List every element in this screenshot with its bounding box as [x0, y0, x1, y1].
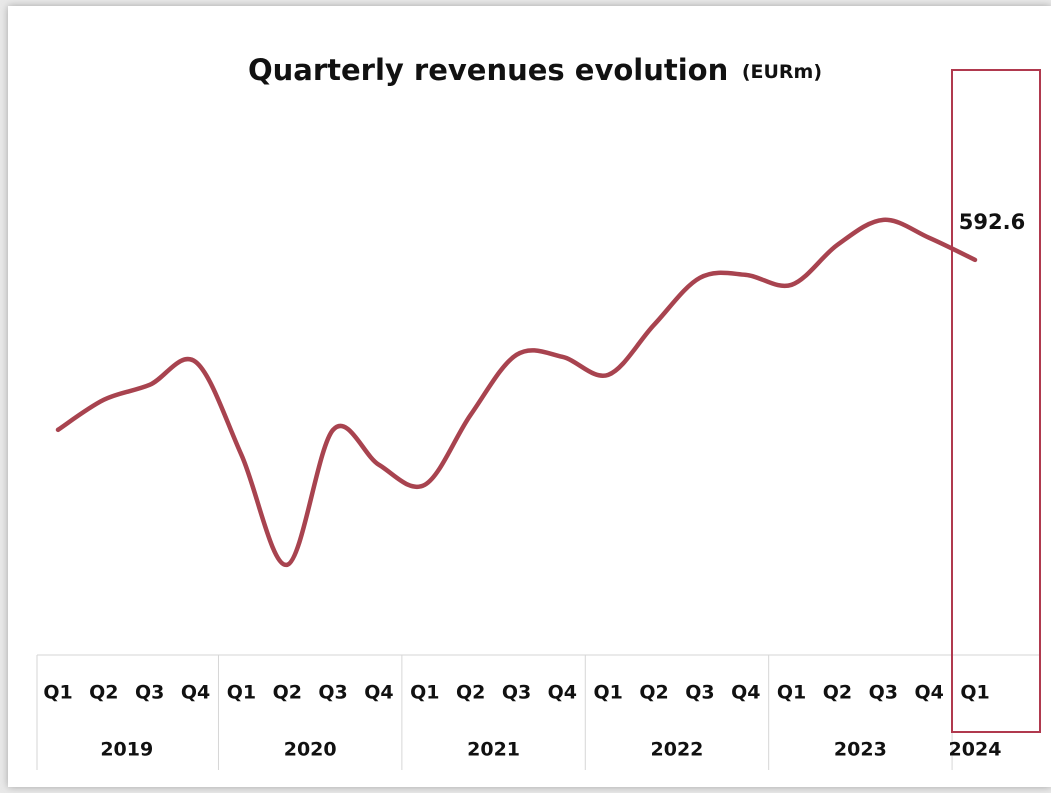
x-group-label: 2023	[834, 739, 887, 761]
x-tick-label: Q1	[227, 682, 256, 704]
line-series	[55, 217, 978, 567]
x-tick-label: Q3	[135, 682, 164, 704]
x-tick-label: Q3	[502, 682, 531, 704]
x-group-label: 2021	[467, 739, 520, 761]
x-tick-label: Q1	[960, 682, 989, 704]
x-group-label: 2022	[651, 739, 704, 761]
highlight-box	[951, 69, 1041, 733]
x-tick-label: Q4	[548, 682, 577, 704]
x-tick-label: Q3	[685, 682, 714, 704]
x-tick-label: Q1	[43, 682, 72, 704]
x-group-label: 2019	[100, 739, 153, 761]
x-group-label: 2024	[949, 739, 1002, 761]
chart-background	[8, 6, 1051, 787]
data-label: 592.6	[959, 210, 1025, 234]
chart-title-group: Quarterly revenues evolution (EURm)	[248, 53, 822, 87]
x-group-label: 2020	[284, 739, 337, 761]
x-tick-label: Q1	[777, 682, 806, 704]
x-tick-label: Q2	[273, 682, 302, 704]
x-tick-label: Q3	[869, 682, 898, 704]
x-tick-label: Q4	[364, 682, 393, 704]
x-tick-label: Q2	[89, 682, 118, 704]
x-tick-label: Q1	[594, 682, 623, 704]
x-tick-label: Q2	[823, 682, 852, 704]
x-tick-label: Q1	[410, 682, 439, 704]
x-tick-label: Q4	[181, 682, 210, 704]
x-tick-label: Q4	[731, 682, 760, 704]
chart-title-unit: (EURm)	[742, 61, 822, 83]
x-tick-label: Q3	[318, 682, 347, 704]
x-tick-label: Q2	[639, 682, 668, 704]
x-tick-label: Q4	[914, 682, 943, 704]
chart-title: Quarterly revenues evolution	[248, 53, 728, 87]
x-tick-label: Q2	[456, 682, 485, 704]
